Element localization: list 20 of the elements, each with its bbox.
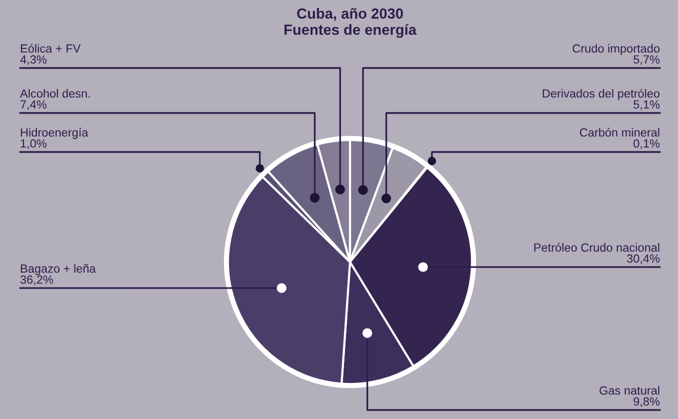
chart-title: Cuba, año 2030 — [297, 8, 403, 21]
slice-label: Hidroenergía — [20, 128, 88, 139]
slice-label: Carbón mineral — [580, 128, 660, 137]
data-label: 1,0% — [20, 139, 46, 150]
data-label: 0,1% — [634, 139, 660, 150]
data-label: 30,4% — [626, 254, 660, 264]
data-label: 7,4% — [20, 100, 46, 110]
data-label: 5,1% — [634, 100, 660, 110]
chart-subtitle: Fuentes de energía — [284, 24, 417, 38]
data-label: 36,2% — [20, 275, 54, 286]
data-label: 5,7% — [634, 55, 660, 66]
data-label: 9,8% — [634, 397, 660, 408]
data-label: 4,3% — [20, 55, 46, 66]
slice-label: Bagazo + leña — [20, 264, 96, 276]
slice-label: Alcohol desn. — [20, 88, 90, 98]
slice-label: Derivados del petróleo — [542, 88, 660, 100]
slice-label: Petróleo Crudo nacional — [534, 242, 660, 252]
slice-label: Gas natural — [600, 386, 660, 395]
slice-label: Eólica + FV — [20, 44, 81, 53]
slice-label: Crudo importado — [572, 44, 660, 55]
